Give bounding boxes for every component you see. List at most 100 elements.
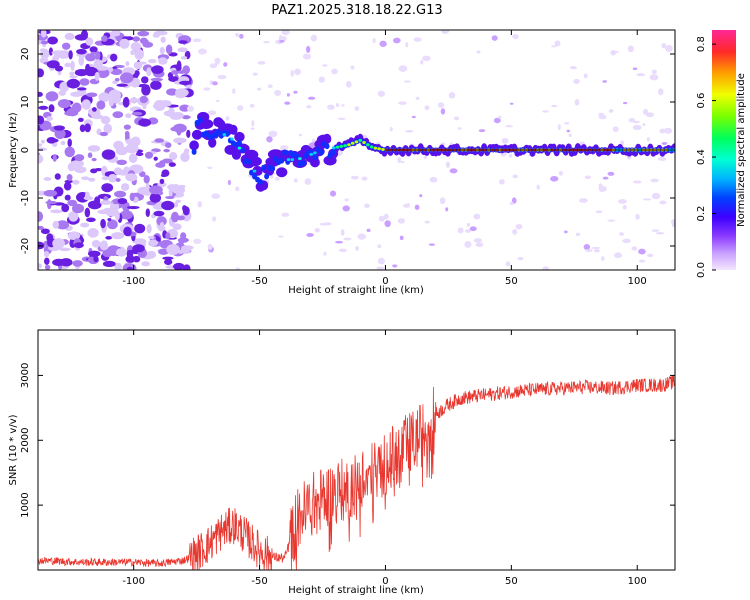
y-tick-label: 1000 (20, 492, 31, 517)
spectrogram-noise-cell (345, 80, 352, 88)
spectrogram-noise-cell (512, 34, 519, 40)
spectrogram-noise-cell (52, 258, 66, 267)
spectrogram-noise-cell (550, 45, 558, 48)
spectrogram-noise-cell (335, 103, 340, 108)
spectrogram-noise-cell (439, 197, 446, 205)
spectrogram-noise-cell (130, 42, 142, 51)
spectrogram-noise-cell (225, 116, 230, 121)
spectrogram-noise-cell (43, 189, 58, 197)
spectrogram-noise-cell (457, 227, 464, 234)
spectrogram-noise-cell (573, 78, 580, 85)
spectrogram-noise-cell (631, 246, 638, 251)
spectrogram-noise-cell (235, 186, 240, 192)
spectrogram-ridge-core (258, 179, 264, 186)
spectrogram-noise-cell (146, 250, 157, 259)
spectrogram-noise-cell (185, 84, 192, 89)
spectrogram-noise-cell (602, 176, 609, 180)
spectrogram-noise-cell (642, 123, 646, 127)
spectrogram-noise-cell (76, 48, 87, 55)
spectrogram-noise-cell (187, 105, 195, 112)
spectrogram-ridge-peak (230, 137, 234, 141)
spectrogram-noise-cell (132, 36, 141, 42)
spectrogram-noise-cell (564, 230, 568, 234)
spectrogram-noise-cell (38, 115, 45, 125)
spectrogram-noise-cell (95, 50, 101, 61)
spectrogram-noise-cell (38, 143, 43, 147)
spectrogram-ridge-halo (322, 133, 332, 144)
spectrogram-noise-cell (117, 198, 128, 205)
spectrogram-noise-cell (107, 219, 118, 230)
spectrogram-ridge-halo (208, 137, 217, 148)
spectrogram-noise-cell (314, 227, 320, 233)
spectrogram-noise-cell (397, 156, 402, 164)
spectrogram-noise-cell (85, 37, 94, 46)
spectrogram-noise-cell (323, 251, 327, 256)
spectrogram-noise-cell (361, 176, 368, 181)
spectrogram-noise-cell (58, 90, 67, 96)
spectrogram-noise-cell (449, 168, 458, 174)
spectrogram-ridge-halo (191, 129, 203, 140)
spectrogram-ridge-peak (298, 157, 302, 161)
spectrogram-noise-cell (173, 262, 185, 270)
spectrogram-noise-cell (142, 104, 147, 110)
spectrogram-noise-cell (278, 235, 284, 238)
spectrogram-noise-cell (642, 198, 652, 201)
spectrogram-noise-cell (114, 190, 127, 198)
spectrogram-noise-cell (159, 221, 165, 231)
spectrogram-ridge-core (330, 149, 336, 156)
spectrogram-noise-cell (150, 80, 162, 91)
spectrogram-noise-cell (128, 153, 138, 164)
spectrogram-noise-cell (137, 30, 150, 37)
spectrogram-noise-cell (63, 181, 72, 191)
spectrogram-ridge-halo (276, 167, 288, 178)
spectrogram-noise-cell (340, 229, 345, 236)
x-tick-label: -50 (251, 576, 267, 587)
spectrogram-noise-cell (66, 78, 80, 89)
spectrogram-noise-cell (643, 108, 649, 116)
spectrogram-noise-cell (40, 30, 47, 38)
spectrogram-noise-cell (212, 216, 217, 222)
spectrogram-noise-cell (578, 198, 588, 203)
spectrogram-noise-cell (331, 68, 338, 75)
spectrogram-noise-cell (72, 260, 83, 267)
spectrogram-noise-cell (598, 112, 605, 116)
spectrogram-noise-cell (115, 146, 128, 156)
spectrogram-noise-cell (148, 239, 159, 247)
spectrogram-noise-cell (517, 256, 524, 261)
spectrogram-noise-cell (429, 176, 438, 183)
snr-panel: -100 -50 0 50 100 1000 2000 3000 Height of stra… (8, 329, 676, 596)
spectrogram-noise-cell (160, 36, 166, 43)
spectrogram-noise-cell (125, 113, 132, 119)
spectrogram-noise-cell (398, 65, 408, 72)
spectrogram-noise-cell (651, 69, 657, 75)
spectrogram-noise-cell (405, 129, 414, 133)
spectrogram-noise-cell (114, 210, 120, 221)
spectrogram-noise-cell (40, 40, 49, 45)
spectrogram-ridge-core (215, 128, 221, 135)
spectrogram-noise-cell (180, 245, 191, 254)
spectrogram-noise-cell (91, 114, 104, 120)
spectrogram-noise-cell (165, 44, 173, 55)
spectrogram-noise-cell (129, 192, 135, 202)
x-tick-label: 50 (505, 276, 518, 287)
spectrogram-noise-cell (310, 34, 318, 42)
spectrogram-noise-cell (182, 205, 187, 212)
spectrogram-noise-cell (160, 173, 167, 178)
spectrogram-noise-cell (64, 179, 74, 184)
spectrogram-ridge-peak (290, 158, 295, 162)
spectrogram-noise-cell (223, 62, 228, 67)
spectrogram-noise-cell (103, 123, 113, 134)
x-tick-label: -50 (251, 276, 267, 287)
spectrogram-noise-cell (89, 46, 98, 53)
spectrogram-noise-cell (399, 235, 404, 241)
spectrogram-ridge-core (264, 173, 270, 180)
y-tick-label: -10 (20, 190, 31, 206)
spectrogram-noise-cell (175, 88, 189, 98)
spectrogram-noise-cell (99, 240, 108, 251)
spectrogram-noise-cell (99, 200, 112, 205)
spectrogram-noise-cell (98, 92, 110, 103)
x-tick-label: -100 (122, 276, 145, 287)
spectrogram-noise-cell (413, 37, 422, 42)
